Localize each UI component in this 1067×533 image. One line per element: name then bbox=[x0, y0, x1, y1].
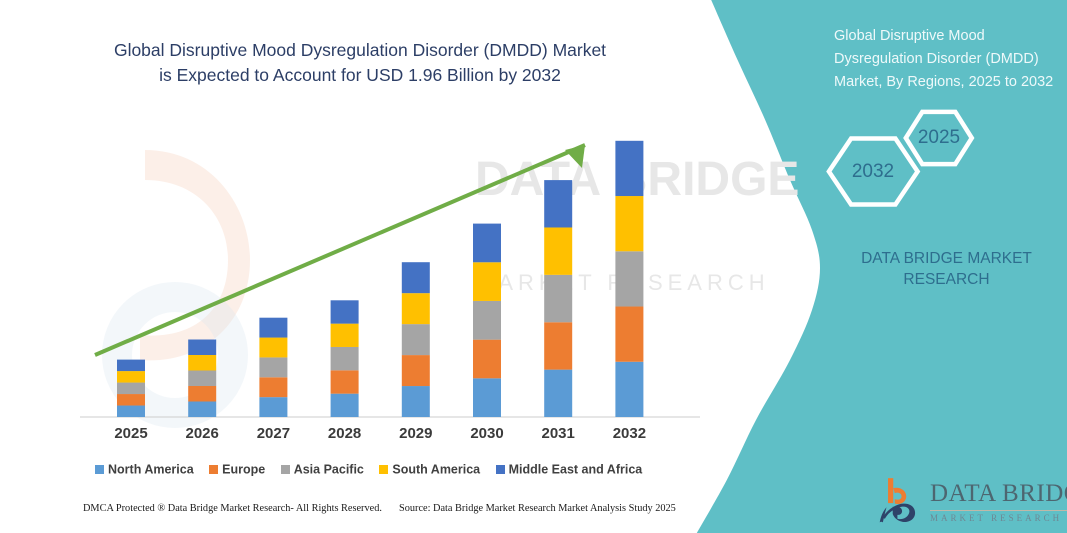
svg-text:2025: 2025 bbox=[918, 127, 960, 148]
svg-text:2032: 2032 bbox=[852, 161, 894, 182]
